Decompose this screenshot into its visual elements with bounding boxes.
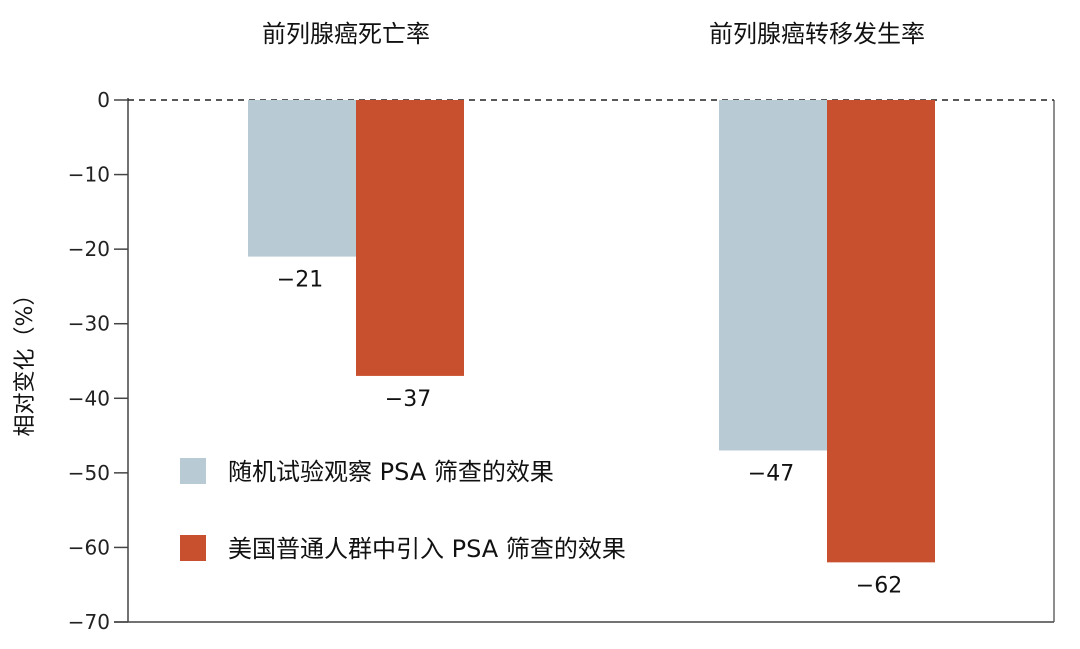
group-titles: 前列腺癌死亡率 前列腺癌转移发生率 bbox=[262, 20, 925, 48]
legend-entry: 美国普通人群中引入 PSA 筛查的效果 bbox=[228, 535, 626, 563]
y-tick-label: −40 bbox=[68, 386, 110, 410]
bar bbox=[827, 100, 935, 563]
bars-layer bbox=[248, 100, 935, 563]
y-tick-label: −20 bbox=[68, 237, 110, 261]
data-label: −62 bbox=[856, 573, 902, 598]
legend-swatch bbox=[180, 458, 206, 484]
y-tick-label: 0 bbox=[97, 88, 110, 112]
y-axis: 0 −10 −20 −30 −40 −50 −60 −70 bbox=[68, 88, 128, 634]
y-axis-label: 相对变化（%） bbox=[13, 284, 38, 437]
y-tick-label: −10 bbox=[68, 163, 110, 187]
legend-swatch bbox=[180, 535, 206, 561]
data-label: −21 bbox=[277, 268, 323, 293]
data-labels-layer: −21 −47 −37 −62 bbox=[277, 268, 902, 599]
y-tick-label: −60 bbox=[68, 535, 110, 559]
bar bbox=[248, 100, 356, 257]
data-label: −37 bbox=[385, 387, 431, 412]
y-tick-label: −30 bbox=[68, 312, 110, 336]
category-title: 前列腺癌转移发生率 bbox=[709, 20, 925, 48]
bar bbox=[719, 100, 827, 451]
legend-entry: 随机试验观察 PSA 筛查的效果 bbox=[228, 458, 554, 486]
y-tick-label: −70 bbox=[68, 610, 110, 634]
bar bbox=[356, 100, 464, 376]
y-tick-label: −50 bbox=[68, 461, 110, 485]
data-label: −47 bbox=[748, 461, 794, 486]
category-title: 前列腺癌死亡率 bbox=[262, 20, 430, 48]
